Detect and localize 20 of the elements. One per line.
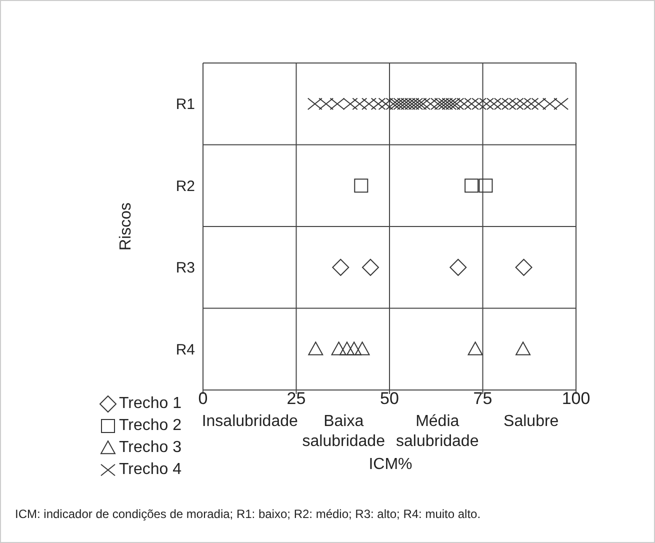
legend-label: Trecho 4 — [119, 460, 182, 480]
text: Salubre — [502, 412, 560, 432]
x-tick-label: 100 — [562, 389, 590, 408]
text: ICM: indicador de condições de moradia; R1: baixo; R2: médio; R3: alto; R4: muito alto. — [15, 507, 481, 521]
x-tick-label: 0 — [198, 389, 208, 408]
x-axis-title: ICM% — [368, 456, 414, 474]
x-tick-label: 50 — [380, 389, 399, 408]
x-tick-label: 25 — [286, 389, 306, 408]
legend-label: Trecho 2 — [119, 416, 182, 436]
text: Baixa salubridade — [302, 413, 385, 450]
y-tick-label: R4 — [176, 341, 195, 358]
text: Média salubridade — [395, 412, 480, 450]
y-tick-label: R3 — [176, 260, 195, 277]
text: Insalubridade — [200, 412, 299, 432]
y-tick-label: R1 — [176, 96, 195, 114]
legend-label: Trecho 3 — [119, 438, 182, 458]
legend-label: Trecho 1 — [119, 394, 182, 414]
y-axis-title: Riscos — [118, 202, 135, 251]
x-tick-label: 75 — [473, 389, 492, 408]
y-tick-label: R2 — [176, 178, 195, 195]
